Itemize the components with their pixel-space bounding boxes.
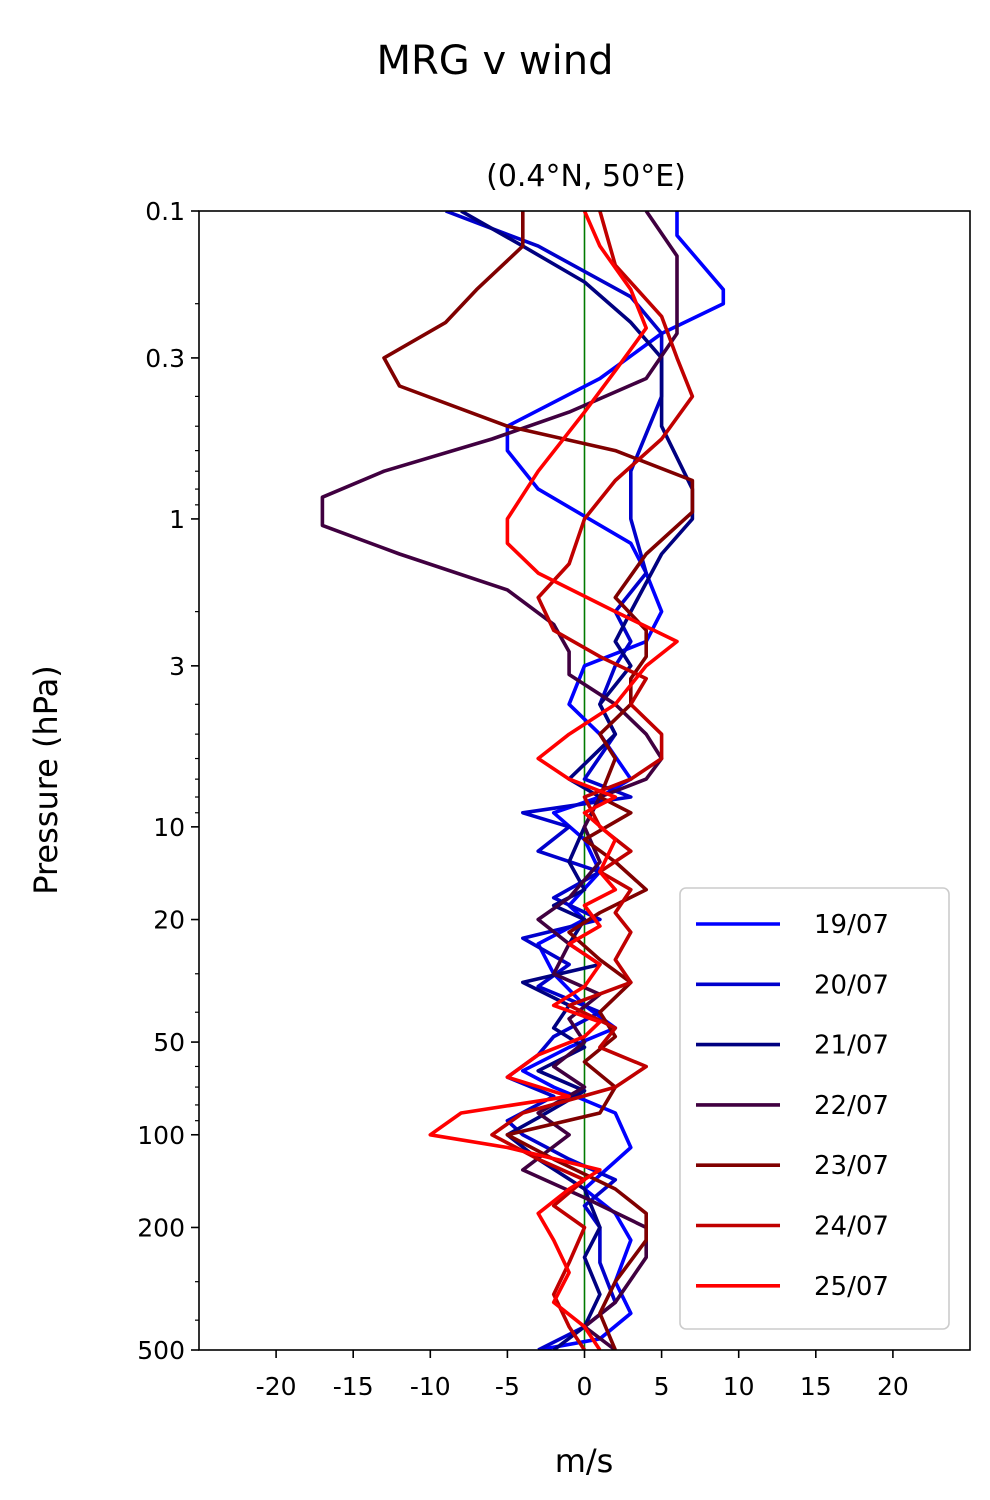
legend-label: 20/07 — [814, 970, 889, 1000]
y-minor-ticks — [195, 303, 199, 1321]
y-tick-label: 200 — [137, 1213, 185, 1242]
chart-title: MRG v wind — [377, 38, 614, 84]
x-tick-label: -10 — [410, 1372, 451, 1401]
y-tick-label: 50 — [153, 1028, 185, 1057]
x-tick-label: -5 — [495, 1372, 520, 1401]
y-tick-label: 10 — [153, 813, 185, 842]
x-tick-label: 0 — [577, 1372, 593, 1401]
legend-label: 22/07 — [814, 1091, 889, 1121]
legend-box — [679, 887, 950, 1330]
chart-subtitle: (0.4°N, 50°E) — [486, 159, 686, 194]
y-tick-label: 3 — [169, 652, 185, 681]
x-axis-label: m/s — [555, 1442, 614, 1480]
y-axis: 0.1 0.3 1 3 10 20 50 100 200 500 — [137, 197, 199, 1365]
x-tick-label: -20 — [256, 1372, 297, 1401]
x-tick-label: 10 — [723, 1372, 755, 1401]
x-tick-label: 15 — [800, 1372, 832, 1401]
legend-label: 23/07 — [814, 1151, 889, 1181]
y-tick-label: 0.3 — [145, 344, 185, 373]
y-tick-label: 100 — [137, 1121, 185, 1150]
series-line-20-07 — [445, 211, 664, 1350]
x-tick-label: 20 — [877, 1372, 909, 1401]
y-tick-label: 0.1 — [145, 197, 185, 226]
legend-label: 25/07 — [814, 1272, 889, 1302]
y-tick-label: 500 — [137, 1336, 185, 1365]
y-axis-label: Pressure (hPa) — [27, 665, 65, 895]
legend-label: 19/07 — [814, 910, 889, 940]
series-line-25-07 — [428, 211, 679, 1350]
y-tick-label: 20 — [153, 906, 185, 935]
y-tick-label: 1 — [169, 505, 185, 534]
x-tick-label: 5 — [654, 1372, 670, 1401]
series-line-23-07 — [382, 211, 695, 1350]
x-tick-label: -15 — [333, 1372, 374, 1401]
series-layer — [320, 211, 726, 1350]
legend-label: 24/07 — [814, 1212, 889, 1242]
legend: 19/07 20/07 21/07 22/07 23/07 24/07 25/07 — [679, 887, 950, 1330]
legend-label: 21/07 — [814, 1031, 889, 1061]
x-axis: -20 -15 -10 -5 0 5 10 15 20 — [256, 1350, 909, 1401]
